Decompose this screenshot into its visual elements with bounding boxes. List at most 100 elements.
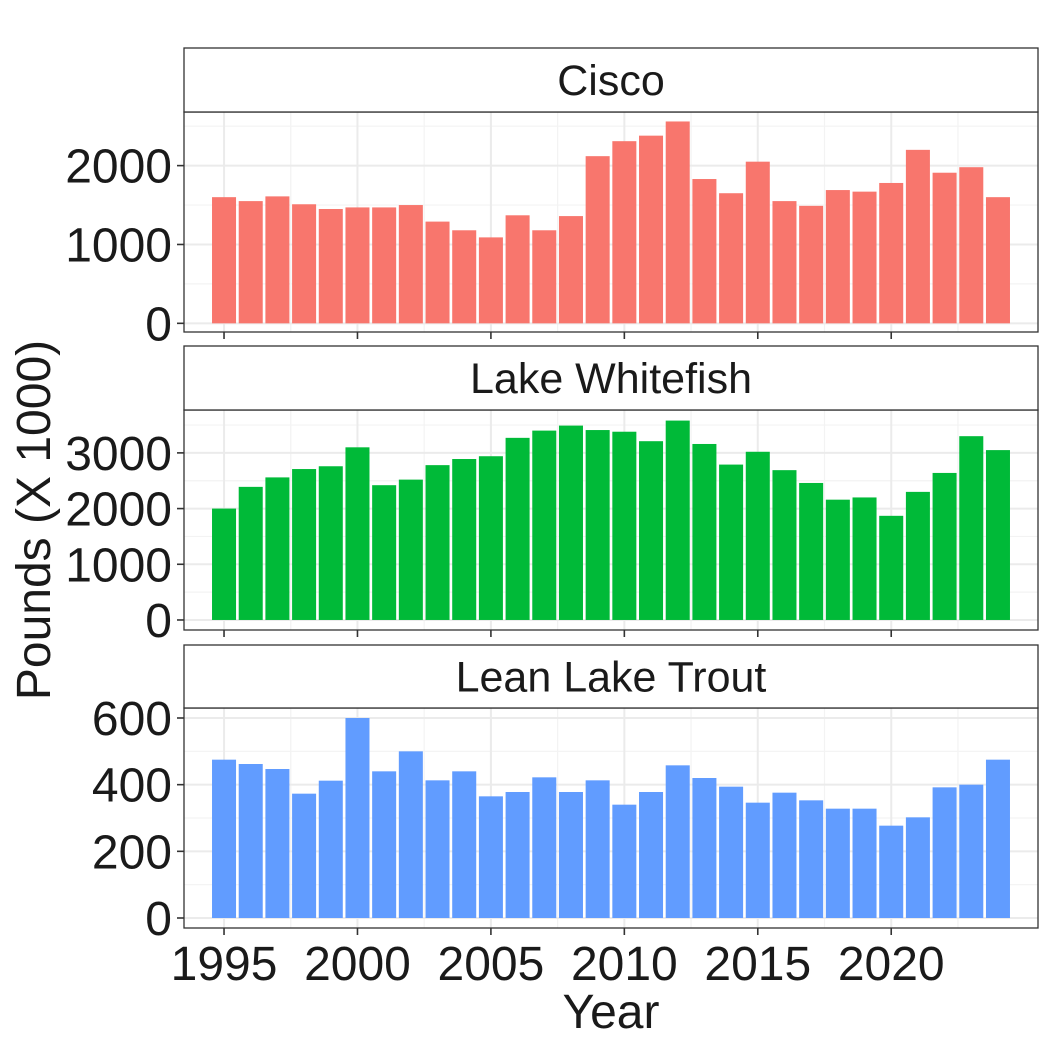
bar-lean-lake-trout-1998 — [292, 793, 317, 918]
bar-lake-whitefish-1998 — [292, 469, 317, 620]
bar-lean-lake-trout-2017 — [799, 800, 824, 918]
bar-lake-whitefish-1996 — [238, 486, 263, 620]
bar-lean-lake-trout-2015 — [745, 802, 770, 918]
facet-strip — [183, 47, 1039, 113]
bar-lake-whitefish-2002 — [398, 479, 423, 620]
y-tick-label: 1000 — [65, 539, 172, 592]
facet-strip-label: Cisco — [557, 57, 665, 105]
y-tick-label: 2000 — [65, 484, 172, 537]
bar-lake-whitefish-2017 — [799, 482, 824, 620]
bar-cisco-2002 — [398, 205, 423, 324]
bar-cisco-2010 — [612, 141, 637, 324]
bar-lake-whitefish-2023 — [959, 436, 984, 620]
bar-cisco-2018 — [825, 190, 850, 324]
bar-lean-lake-trout-1995 — [212, 759, 237, 918]
bar-lake-whitefish-1995 — [212, 508, 237, 620]
bar-cisco-2022 — [932, 172, 957, 324]
bar-cisco-2021 — [905, 149, 930, 324]
bar-lake-whitefish-2018 — [825, 499, 850, 620]
facet-strip-label: Lean Lake Trout — [456, 654, 767, 702]
bar-cisco-2006 — [505, 215, 530, 324]
bar-lean-lake-trout-2010 — [612, 804, 637, 918]
bar-cisco-2019 — [852, 191, 877, 324]
bar-cisco-2001 — [372, 207, 397, 324]
x-tick-label: 1995 — [171, 938, 278, 991]
bar-lake-whitefish-2014 — [719, 464, 744, 620]
bar-lake-whitefish-2008 — [558, 425, 583, 620]
y-axis-title: Pounds (X 1000) — [8, 340, 61, 700]
bar-lake-whitefish-2019 — [852, 497, 877, 620]
bar-lake-whitefish-2004 — [452, 459, 477, 620]
y-tick-label: 1000 — [65, 219, 172, 272]
bar-lean-lake-trout-2009 — [585, 780, 610, 918]
bar-lean-lake-trout-2018 — [825, 808, 850, 918]
bar-cisco-2012 — [665, 121, 690, 324]
y-tick-label: 2000 — [65, 141, 172, 194]
bar-cisco-2015 — [745, 161, 770, 324]
bar-lean-lake-trout-2002 — [398, 751, 423, 918]
bar-lean-lake-trout-2008 — [558, 792, 583, 918]
bar-cisco-1996 — [238, 201, 263, 324]
bar-lake-whitefish-2010 — [612, 431, 637, 620]
bar-lake-whitefish-2005 — [478, 456, 503, 620]
bar-cisco-1999 — [318, 208, 343, 324]
x-tick-label: 2010 — [571, 938, 678, 991]
bar-lean-lake-trout-2014 — [719, 786, 744, 918]
bar-lean-lake-trout-2021 — [905, 817, 930, 918]
bar-cisco-2011 — [639, 135, 664, 324]
bar-lake-whitefish-2003 — [425, 465, 450, 620]
y-tick-label: 600 — [92, 693, 172, 746]
bar-lake-whitefish-2011 — [639, 441, 664, 620]
bar-lake-whitefish-2015 — [745, 451, 770, 620]
bar-lean-lake-trout-1997 — [265, 769, 290, 918]
bar-cisco-2013 — [692, 179, 717, 324]
bar-lean-lake-trout-2012 — [665, 765, 690, 918]
bar-lean-lake-trout-2024 — [985, 759, 1010, 918]
bar-lake-whitefish-2013 — [692, 443, 717, 620]
bar-cisco-2020 — [879, 182, 904, 324]
y-tick-label: 0 — [145, 595, 172, 648]
bar-lean-lake-trout-2023 — [959, 784, 984, 918]
bar-lean-lake-trout-2013 — [692, 778, 717, 918]
bar-cisco-2024 — [985, 197, 1010, 324]
x-tick-label: 2000 — [304, 938, 411, 991]
bar-lean-lake-trout-2000 — [345, 718, 370, 918]
x-tick-label: 2020 — [838, 938, 945, 991]
bar-cisco-1995 — [212, 197, 237, 324]
bar-lean-lake-trout-2022 — [932, 787, 957, 918]
bar-lake-whitefish-2016 — [772, 470, 797, 620]
bar-lean-lake-trout-2019 — [852, 808, 877, 918]
y-tick-label: 0 — [145, 298, 172, 351]
bar-lake-whitefish-2021 — [905, 491, 930, 620]
x-axis-title: Year — [563, 986, 660, 1039]
facet-strip — [183, 644, 1039, 709]
bar-lake-whitefish-2000 — [345, 447, 370, 620]
x-tick-label: 2005 — [438, 938, 545, 991]
y-tick-label: 200 — [92, 826, 172, 879]
bar-cisco-2003 — [425, 221, 450, 324]
bar-lean-lake-trout-2011 — [639, 792, 664, 918]
bar-lake-whitefish-2022 — [932, 472, 957, 620]
bar-lean-lake-trout-2005 — [478, 796, 503, 918]
bar-lake-whitefish-2006 — [505, 437, 530, 620]
bar-cisco-2009 — [585, 156, 610, 324]
bar-cisco-1997 — [265, 196, 290, 324]
bar-lake-whitefish-2009 — [585, 430, 610, 620]
bar-cisco-2016 — [772, 201, 797, 324]
bar-lake-whitefish-2024 — [985, 450, 1010, 620]
facet-strip — [183, 345, 1039, 411]
bar-lean-lake-trout-1996 — [238, 764, 263, 918]
y-tick-label: 400 — [92, 760, 172, 813]
bar-cisco-2014 — [719, 193, 744, 324]
bar-lean-lake-trout-2020 — [879, 825, 904, 918]
x-tick-label: 2015 — [704, 938, 811, 991]
bar-cisco-2017 — [799, 205, 824, 324]
bar-lean-lake-trout-2004 — [452, 771, 477, 918]
bar-cisco-1998 — [292, 204, 317, 324]
facet-strip-label: Lake Whitefish — [470, 355, 752, 403]
bar-cisco-2004 — [452, 230, 477, 324]
bar-lake-whitefish-1999 — [318, 466, 343, 620]
bar-lake-whitefish-2007 — [532, 430, 557, 620]
bar-cisco-2005 — [478, 237, 503, 324]
